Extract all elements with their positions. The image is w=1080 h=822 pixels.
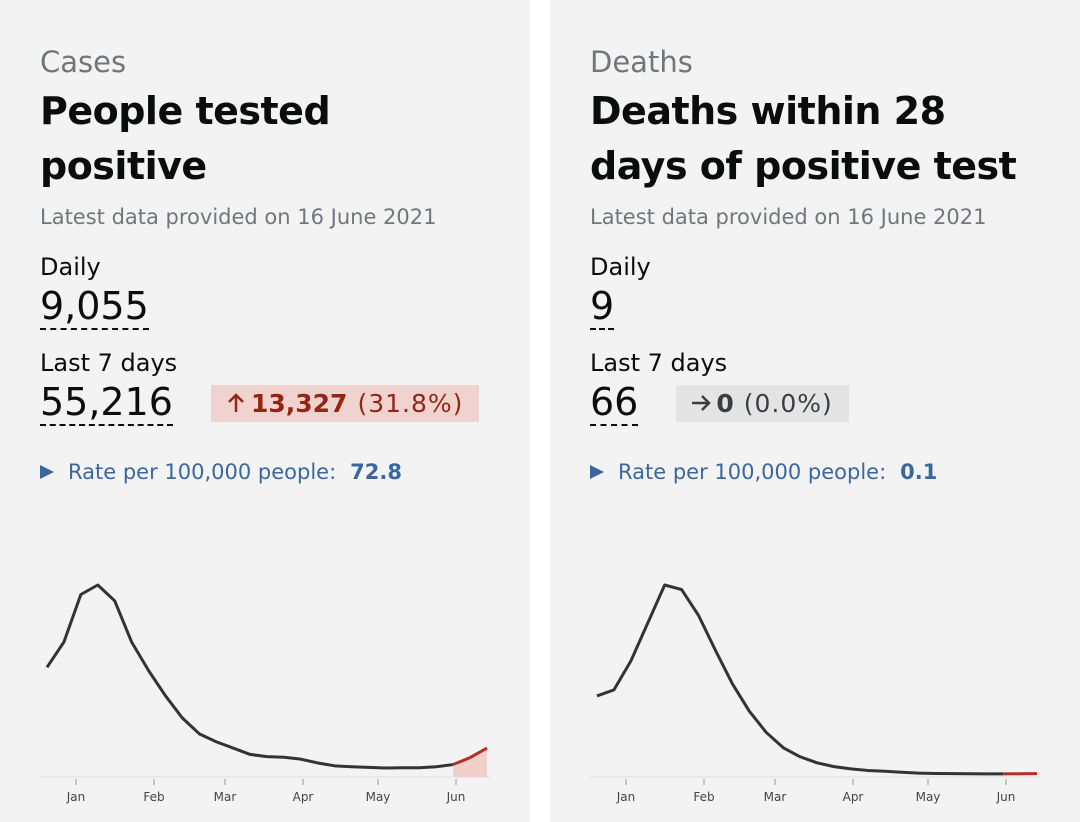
change-badge: 0 (0.0%) bbox=[676, 384, 849, 422]
sparkline: Jan Feb Mar Apr May Jun bbox=[40, 583, 490, 804]
month-label: Feb bbox=[693, 790, 714, 804]
month-label: Mar bbox=[214, 790, 237, 804]
card: Deaths Deaths within 28 days of positive … bbox=[550, 0, 1080, 822]
rate-value: 0.1 bbox=[900, 460, 938, 484]
title: Deaths within 28 days of positive test bbox=[590, 89, 1017, 188]
month-label: Apr bbox=[843, 790, 864, 804]
daily-row: 9,055 bbox=[40, 284, 490, 330]
month-label: Jan bbox=[66, 790, 86, 804]
updated: Latest data provided on 16 June 2021 bbox=[40, 205, 437, 229]
change-arrow bbox=[692, 395, 712, 411]
daily-row: 9 bbox=[590, 284, 1040, 330]
expand-icon bbox=[590, 465, 604, 479]
sparkline-line bbox=[596, 583, 1004, 776]
month-label: May bbox=[916, 790, 941, 804]
title: People tested positive bbox=[40, 89, 331, 188]
rate[interactable]: Rate per 100,000 people: 0.1 bbox=[590, 460, 1040, 484]
month-label: Jun bbox=[996, 790, 1016, 804]
sparkline-line bbox=[45, 583, 454, 770]
arrow-shape bbox=[228, 393, 244, 412]
month-label: Jan bbox=[616, 790, 636, 804]
updated: Latest data provided on 16 June 2021 bbox=[590, 205, 987, 229]
rate-value: 72.8 bbox=[350, 460, 402, 484]
change-badge: 13,327 (31.8%) bbox=[210, 384, 480, 422]
category: Deaths bbox=[590, 45, 693, 79]
week-value: 55,216 bbox=[40, 380, 173, 426]
rate[interactable]: Rate per 100,000 people: 72.8 bbox=[40, 460, 490, 484]
daily-label: Daily bbox=[40, 253, 101, 281]
card: Cases People tested positive Latest data p… bbox=[0, 0, 530, 822]
change-arrow bbox=[228, 393, 244, 412]
daily-value: 9,055 bbox=[40, 284, 149, 330]
rate-label: Rate per 100,000 people: bbox=[68, 460, 337, 484]
week-label: Last 7 days bbox=[40, 349, 178, 377]
week-value: 66 bbox=[590, 380, 639, 426]
week-label: Last 7 days bbox=[590, 349, 728, 377]
expand-icon bbox=[40, 465, 54, 479]
category: Cases bbox=[40, 45, 127, 79]
week-row: 55,216 13,327 (31.8%) bbox=[40, 380, 490, 426]
triangle bbox=[590, 465, 604, 479]
daily-value: 9 bbox=[590, 284, 615, 330]
change-value: 0 bbox=[716, 388, 734, 418]
change-percent: (31.8%) bbox=[357, 388, 464, 418]
month-label: May bbox=[366, 790, 391, 804]
month-label: Mar bbox=[764, 790, 787, 804]
arrow-shape bbox=[692, 395, 712, 411]
daily-label: Daily bbox=[590, 253, 651, 281]
rate-label: Rate per 100,000 people: bbox=[618, 460, 887, 484]
month-label: Jun bbox=[446, 790, 466, 804]
change-value: 13,327 bbox=[250, 388, 348, 418]
sparkline-line bbox=[452, 746, 488, 766]
month-label: Feb bbox=[143, 790, 164, 804]
sparkline: Jan Feb Mar Apr May Jun bbox=[590, 583, 1040, 804]
month-label: Apr bbox=[293, 790, 314, 804]
week-row: 66 0 (0.0%) bbox=[590, 380, 1040, 426]
triangle bbox=[40, 465, 54, 479]
change-percent: (0.0%) bbox=[743, 388, 833, 418]
highlight-area bbox=[453, 748, 487, 777]
